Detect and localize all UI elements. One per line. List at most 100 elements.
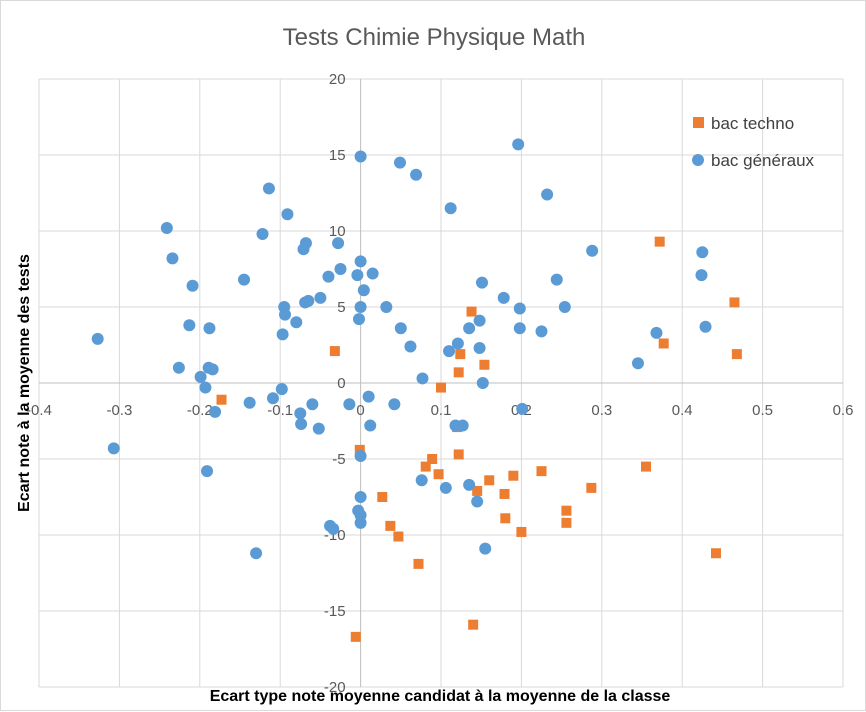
data-point-bac-generaux xyxy=(357,284,370,297)
data-point-bac-generaux xyxy=(473,342,486,355)
y-tick-label: 5 xyxy=(337,299,345,316)
data-point-bac-generaux xyxy=(91,332,104,345)
data-point-bac-techno xyxy=(433,469,444,480)
data-point-bac-generaux xyxy=(206,363,219,376)
data-point-bac-generaux xyxy=(203,322,216,335)
data-point-bac-generaux xyxy=(354,255,367,268)
data-point-bac-generaux xyxy=(366,267,379,280)
data-point-bac-generaux xyxy=(281,208,294,221)
data-point-bac-generaux xyxy=(394,322,407,335)
data-point-bac-generaux xyxy=(160,221,173,234)
data-point-bac-techno xyxy=(329,346,340,357)
chart-title: Tests Chimie Physique Math xyxy=(283,24,586,51)
data-point-bac-generaux xyxy=(334,263,347,275)
legend-label-bac-generaux: bac généraux xyxy=(711,151,815,170)
data-point-bac-generaux xyxy=(451,337,464,350)
data-point-bac-techno xyxy=(508,470,519,481)
data-point-bac-techno xyxy=(468,619,479,630)
data-point-bac-techno xyxy=(350,631,361,642)
data-point-bac-generaux xyxy=(250,547,263,560)
legend-label-bac-techno: bac techno xyxy=(711,114,794,133)
data-point-bac-techno xyxy=(561,517,572,528)
data-point-bac-generaux xyxy=(343,398,356,411)
data-point-bac-generaux xyxy=(513,302,526,315)
data-point-bac-generaux xyxy=(354,150,367,163)
y-axis-title: Ecart note à la moyenne des tests xyxy=(16,254,33,512)
data-point-bac-generaux xyxy=(463,478,476,491)
data-point-bac-generaux xyxy=(183,319,196,332)
data-point-bac-techno xyxy=(536,466,547,477)
data-point-bac-generaux xyxy=(650,326,663,339)
data-point-bac-generaux xyxy=(550,273,563,286)
data-point-bac-generaux xyxy=(388,398,401,411)
data-point-bac-generaux xyxy=(471,495,484,508)
y-tick-label: 15 xyxy=(329,147,346,164)
data-point-bac-techno xyxy=(385,520,396,531)
data-point-bac-generaux xyxy=(558,301,571,313)
data-point-bac-generaux xyxy=(295,418,308,431)
series-0 xyxy=(216,236,742,642)
x-tick-label: -0.3 xyxy=(106,402,132,419)
legend-swatch-bac-techno xyxy=(693,117,704,128)
data-point-bac-techno xyxy=(472,485,483,496)
data-point-bac-techno xyxy=(561,505,572,516)
data-point-bac-generaux xyxy=(476,377,489,389)
data-point-bac-generaux xyxy=(243,396,256,409)
data-point-bac-generaux xyxy=(166,252,179,265)
data-point-bac-generaux xyxy=(306,398,319,411)
data-point-bac-generaux xyxy=(444,202,457,215)
data-point-bac-techno xyxy=(516,526,527,537)
data-point-bac-generaux xyxy=(354,301,367,313)
data-point-bac-techno xyxy=(500,513,511,524)
data-point-bac-generaux xyxy=(695,269,708,282)
legend-swatch-bac-generaux xyxy=(692,154,704,166)
y-tick-label: -5 xyxy=(332,451,345,468)
data-point-bac-generaux xyxy=(332,237,345,250)
data-point-bac-generaux xyxy=(194,370,207,383)
series-1 xyxy=(91,138,712,560)
data-point-bac-generaux xyxy=(512,138,525,151)
x-tick-label: 0.5 xyxy=(752,402,773,419)
data-point-bac-generaux xyxy=(314,291,327,304)
x-tick-label: 0.6 xyxy=(833,402,854,419)
x-tick-label: 0.3 xyxy=(591,402,612,419)
data-point-bac-generaux xyxy=(294,407,307,420)
x-axis-title: Ecart type note moyenne candidat à la mo… xyxy=(210,688,671,705)
y-tick-label: 0 xyxy=(337,375,345,392)
data-point-bac-generaux xyxy=(586,244,599,257)
data-point-bac-generaux xyxy=(354,449,367,462)
data-point-bac-generaux xyxy=(262,182,275,195)
data-point-bac-generaux xyxy=(476,276,489,289)
data-point-bac-generaux xyxy=(352,313,365,326)
data-point-bac-generaux xyxy=(456,419,469,432)
data-point-bac-generaux xyxy=(535,325,548,338)
data-point-bac-techno xyxy=(710,548,721,559)
data-point-bac-generaux xyxy=(238,273,251,286)
data-point-bac-generaux xyxy=(439,481,452,494)
y-tick-label: 10 xyxy=(329,223,346,240)
data-point-bac-generaux xyxy=(107,442,120,455)
data-point-bac-techno xyxy=(427,454,438,464)
legend: bac techno bac généraux xyxy=(692,114,815,170)
data-point-bac-generaux xyxy=(631,357,644,370)
data-point-bac-techno xyxy=(420,461,431,472)
data-point-bac-generaux xyxy=(463,322,476,335)
y-tick-label: 20 xyxy=(329,71,346,88)
data-points xyxy=(91,138,742,642)
data-point-bac-generaux xyxy=(541,188,554,201)
x-tick-label: 0.1 xyxy=(431,402,452,419)
data-point-bac-techno xyxy=(641,461,652,472)
data-point-bac-techno xyxy=(377,492,388,502)
data-point-bac-generaux xyxy=(473,314,486,327)
data-point-bac-techno xyxy=(654,236,665,247)
data-point-bac-techno xyxy=(479,359,490,370)
data-point-bac-techno xyxy=(731,349,742,360)
data-point-bac-techno xyxy=(729,297,740,308)
data-point-bac-generaux xyxy=(256,228,269,241)
data-point-bac-generaux xyxy=(275,383,288,396)
x-tick-label: -0.1 xyxy=(267,402,293,419)
data-point-bac-techno xyxy=(586,482,597,493)
data-point-bac-generaux xyxy=(172,361,185,374)
